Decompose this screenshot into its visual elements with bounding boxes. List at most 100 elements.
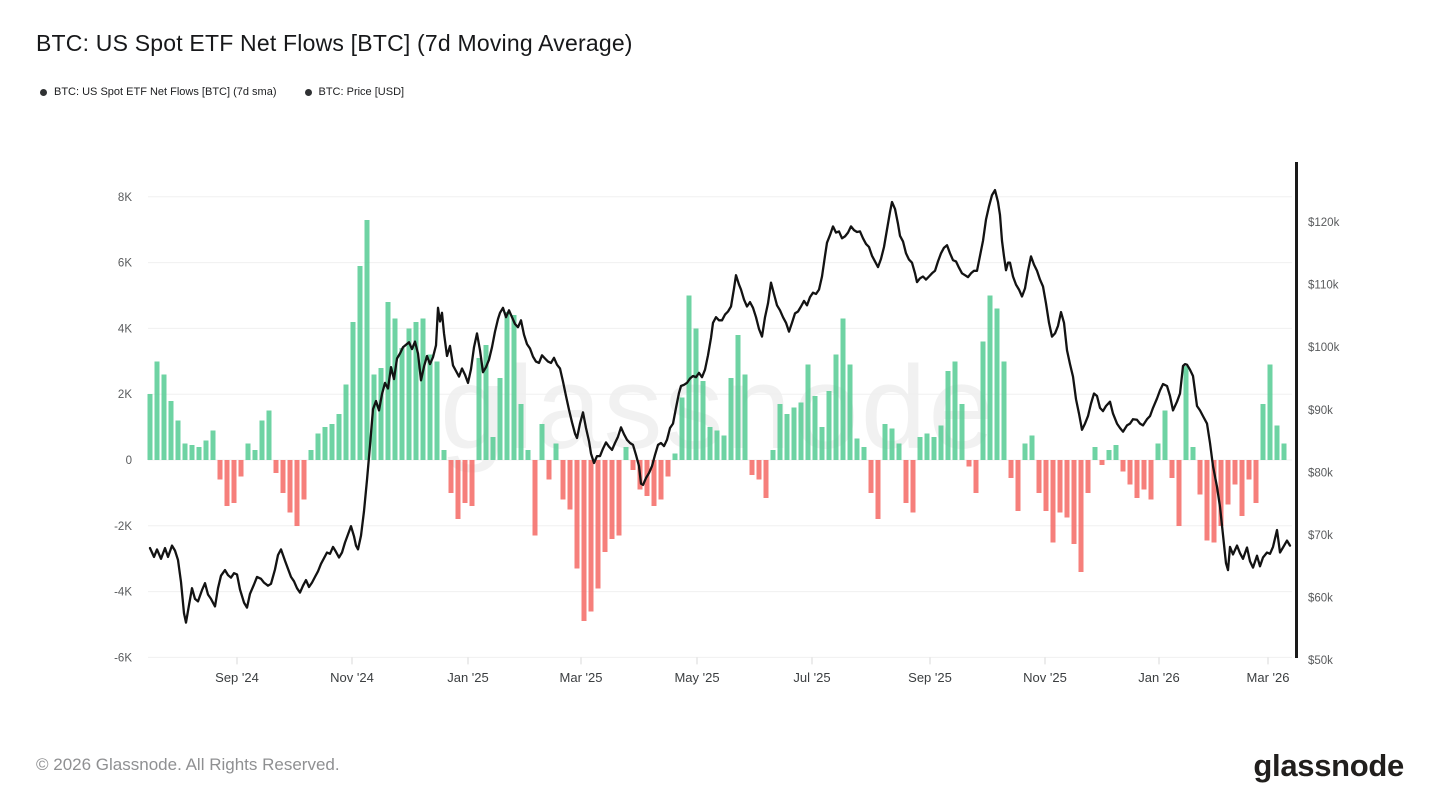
flow-bar bbox=[427, 354, 433, 460]
y-right-tick-label: $100k bbox=[1308, 342, 1340, 354]
y-right-tick-label: $110k bbox=[1308, 280, 1339, 292]
flow-bar bbox=[749, 460, 755, 475]
flow-bar bbox=[616, 460, 622, 536]
y-left-tick-label: 2K bbox=[118, 389, 132, 401]
flow-bar bbox=[672, 453, 678, 460]
copyright-text: © 2026 Glassnode. All Rights Reserved. bbox=[36, 755, 340, 774]
flow-bar bbox=[308, 450, 314, 460]
flow-bar bbox=[812, 395, 818, 460]
flow-bar bbox=[1183, 366, 1189, 460]
flow-bar bbox=[623, 446, 629, 460]
flow-bar bbox=[1274, 425, 1280, 460]
flow-bar bbox=[252, 450, 258, 460]
flow-bar bbox=[630, 460, 636, 470]
flow-bar bbox=[497, 377, 503, 461]
flow-bar bbox=[273, 460, 279, 474]
flow-bar bbox=[1092, 446, 1098, 460]
flow-bar bbox=[1141, 460, 1147, 490]
glassnode-logo[interactable]: glassnode bbox=[1253, 748, 1404, 783]
flow-bar bbox=[763, 460, 769, 498]
flow-bar bbox=[1267, 364, 1273, 460]
flow-bar bbox=[693, 328, 699, 460]
flow-bar bbox=[357, 265, 363, 460]
flow-bar bbox=[455, 460, 461, 520]
legend-item-price[interactable]: BTC: Price [USD] bbox=[304, 86, 405, 98]
flow-bar bbox=[952, 361, 958, 460]
x-tick-label: Nov '24 bbox=[330, 670, 374, 685]
flow-bar bbox=[882, 423, 888, 460]
flow-bar bbox=[210, 430, 216, 460]
flow-bar bbox=[350, 321, 356, 460]
flow-bar bbox=[651, 460, 657, 507]
chart-canvas[interactable]: glassnode8K6K4K2K0-2K-4K-6K$120k$110k$10… bbox=[0, 0, 1440, 730]
flow-bar bbox=[1197, 460, 1203, 495]
flow-bar bbox=[1134, 460, 1140, 498]
x-tick-label: Jan '25 bbox=[447, 670, 489, 685]
flow-bar bbox=[1127, 460, 1133, 485]
chart-legend: BTC: US Spot ETF Net Flows [BTC] (7d sma… bbox=[40, 86, 404, 98]
flow-bar bbox=[336, 413, 342, 460]
flow-bar bbox=[1043, 460, 1049, 511]
flow-bar bbox=[784, 413, 790, 460]
y-left-tick-label: -2K bbox=[114, 521, 132, 533]
y-right-tick-label: $80k bbox=[1308, 467, 1333, 479]
flow-bar bbox=[280, 460, 286, 493]
flow-bar bbox=[994, 308, 1000, 460]
flow-bar bbox=[665, 460, 671, 477]
flow-bar bbox=[1281, 443, 1287, 460]
flow-bar bbox=[1064, 460, 1070, 518]
price-line bbox=[148, 188, 1292, 624]
flow-bar bbox=[1036, 460, 1042, 493]
flow-bar bbox=[1106, 450, 1112, 460]
y-left-tick-label: -6K bbox=[114, 652, 132, 664]
flow-bar bbox=[581, 460, 587, 622]
flow-bar bbox=[875, 460, 881, 520]
flow-bar bbox=[588, 460, 594, 612]
flow-bar bbox=[168, 400, 174, 460]
flow-bar bbox=[805, 364, 811, 460]
page-title: BTC: US Spot ETF Net Flows [BTC] (7d Mov… bbox=[36, 30, 633, 56]
flow-bar bbox=[539, 423, 545, 460]
flow-bar bbox=[938, 425, 944, 460]
flow-bar bbox=[525, 450, 531, 460]
y-right-tick-label: $90k bbox=[1308, 405, 1333, 417]
flow-bar bbox=[714, 430, 720, 460]
flow-bar bbox=[609, 460, 615, 539]
flow-bar bbox=[259, 420, 265, 460]
flow-bar bbox=[1008, 460, 1014, 479]
flow-bar bbox=[154, 361, 160, 460]
flow-bar bbox=[980, 341, 986, 460]
flow-bar bbox=[910, 460, 916, 513]
y-left-tick-label: 0 bbox=[126, 455, 132, 467]
flow-bar bbox=[567, 460, 573, 510]
flow-bar bbox=[196, 446, 202, 460]
flow-bar bbox=[490, 437, 496, 460]
flow-bar bbox=[322, 427, 328, 460]
legend-label: BTC: Price [USD] bbox=[318, 86, 405, 98]
y-left-tick-label: -4K bbox=[114, 587, 132, 599]
flow-bar bbox=[399, 348, 405, 460]
flow-bar bbox=[707, 427, 713, 460]
flow-bar bbox=[1225, 460, 1231, 505]
flow-bar bbox=[434, 361, 440, 460]
flow-bar bbox=[203, 440, 209, 460]
y-right-tick-label: $60k bbox=[1308, 593, 1333, 605]
flow-bar bbox=[847, 364, 853, 460]
flow-bar bbox=[469, 460, 475, 507]
flow-bar bbox=[1239, 460, 1245, 516]
flow-bar bbox=[245, 443, 251, 460]
flow-bar bbox=[819, 427, 825, 460]
flow-bar bbox=[147, 394, 153, 460]
legend-item-netflows[interactable]: BTC: US Spot ETF Net Flows [BTC] (7d sma… bbox=[40, 86, 277, 98]
flow-bar bbox=[686, 295, 692, 460]
flow-bar bbox=[1211, 460, 1217, 543]
flow-bar bbox=[1218, 460, 1224, 526]
flow-bar bbox=[448, 460, 454, 493]
flow-bar bbox=[1120, 460, 1126, 472]
flow-bar bbox=[1050, 460, 1056, 543]
legend-dot-icon bbox=[304, 88, 312, 96]
flow-bar bbox=[476, 358, 482, 460]
flow-bar bbox=[413, 321, 419, 460]
flow-bar bbox=[175, 420, 181, 460]
x-tick-label: May '25 bbox=[674, 670, 719, 685]
